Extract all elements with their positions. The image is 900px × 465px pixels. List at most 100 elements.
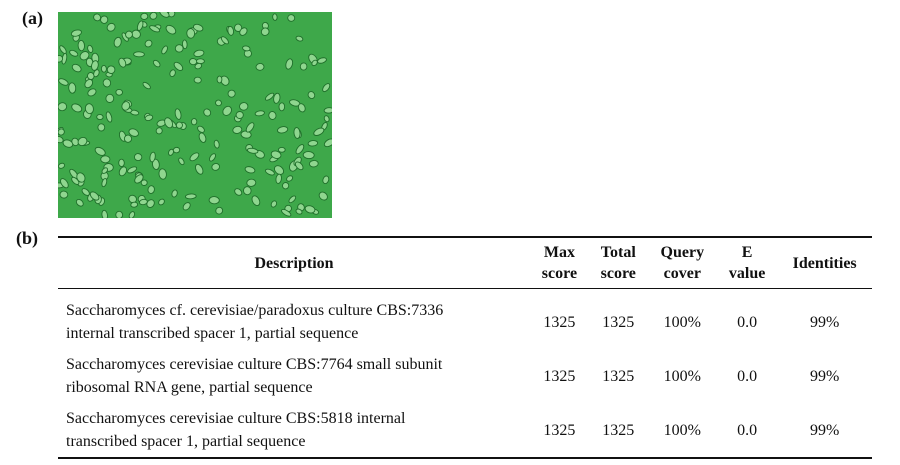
yeast-cell <box>144 39 153 48</box>
yeast-cell <box>140 179 148 186</box>
yeast-cell <box>106 22 116 32</box>
yeast-cell <box>165 24 177 35</box>
yeast-cell <box>168 148 174 156</box>
yeast-cell <box>304 205 316 214</box>
yeast-cell <box>100 64 107 73</box>
header-max-score: Max score <box>541 244 578 282</box>
yeast-cell <box>76 172 86 183</box>
yeast-cell <box>149 151 156 163</box>
yeast-cell <box>128 211 136 218</box>
yeast-cell <box>222 105 232 116</box>
yeast-cell <box>87 44 94 53</box>
yeast-cell <box>322 175 330 185</box>
yeast-cell <box>302 151 315 160</box>
yeast-cell <box>59 190 69 199</box>
yeast-cell <box>323 138 332 148</box>
yeast-cell <box>264 92 275 101</box>
yeast-cell <box>97 123 106 132</box>
yeast-cell <box>287 14 296 22</box>
yeast-cell <box>102 78 112 88</box>
yeast-cell <box>133 153 143 162</box>
yeast-cell <box>254 110 265 117</box>
yeast-cell <box>203 108 212 117</box>
header-description: Description <box>254 254 334 272</box>
yeast-cell <box>175 121 183 129</box>
yeast-cell <box>68 82 77 94</box>
yeast-cell <box>149 12 158 20</box>
blast-results-table: Description Max score Total score Query … <box>58 236 872 459</box>
yeast-cell <box>295 144 305 155</box>
yeast-cell <box>245 122 255 133</box>
yeast-cell <box>113 36 122 48</box>
yeast-cell <box>281 208 292 217</box>
yeast-cell <box>195 163 204 175</box>
table-row: Saccharomyces cerevisiae culture CBS:776… <box>58 349 872 403</box>
yeast-cell <box>58 78 69 86</box>
yeast-cell <box>239 27 248 36</box>
yeast-cell <box>213 139 220 149</box>
yeast-cell <box>323 115 330 123</box>
yeast-cell <box>297 103 306 113</box>
row-e-value: 0.0 <box>737 313 758 331</box>
yeast-cell <box>77 136 88 147</box>
yeast-cell <box>273 92 281 104</box>
yeast-cell <box>308 160 319 168</box>
yeast-cell <box>62 139 74 148</box>
yeast-cell <box>184 193 197 200</box>
yeast-cell <box>182 39 188 50</box>
yeast-cell <box>71 103 83 113</box>
yeast-cell <box>278 102 286 112</box>
yeast-cell <box>69 49 79 57</box>
yeast-cell <box>174 108 182 120</box>
yeast-cell <box>272 13 278 21</box>
yeast-cell <box>234 188 243 196</box>
yeast-cell <box>144 114 154 122</box>
row-description: Saccharomyces cerevisiae culture CBS:581… <box>66 410 406 450</box>
yeast-cell <box>286 175 294 182</box>
yeast-cell <box>128 194 137 204</box>
yeast-cell <box>101 209 108 218</box>
yeast-cell <box>235 111 244 119</box>
yeast-cell <box>106 65 116 74</box>
yeast-cell <box>81 188 90 196</box>
yeast-cell <box>123 134 133 143</box>
header-total-score: Total score <box>600 244 636 282</box>
yeast-cell <box>118 166 128 177</box>
yeast-cell <box>147 185 155 194</box>
yeast-cell <box>105 111 113 123</box>
yeast-cell <box>209 153 216 162</box>
yeast-cell <box>84 79 94 89</box>
yeast-cell <box>215 99 222 107</box>
yeast-cell <box>294 161 304 171</box>
micrograph-cells <box>58 12 332 218</box>
row-max-score: 1325 <box>543 367 576 385</box>
yeast-cell <box>277 126 289 134</box>
row-max-score: 1325 <box>543 421 576 439</box>
yeast-cell <box>227 89 236 98</box>
yeast-cell <box>260 27 270 36</box>
yeast-cell <box>152 158 160 171</box>
yeast-cell <box>299 62 308 71</box>
yeast-cell <box>194 62 203 70</box>
yeast-cell <box>142 81 151 90</box>
yeast-cell <box>158 168 167 180</box>
yeast-cell <box>164 117 174 129</box>
yeast-cell <box>246 178 257 187</box>
yeast-cell <box>193 23 204 32</box>
row-identities: 99% <box>809 367 840 385</box>
yeast-cell <box>322 83 331 93</box>
yeast-cell <box>193 76 202 84</box>
yeast-cell <box>140 12 149 20</box>
yeast-cell <box>127 166 138 174</box>
yeast-cell <box>70 29 82 37</box>
yeast-cell <box>275 173 282 184</box>
table-row: Saccharomyces cerevisiae culture CBS:581… <box>58 403 872 458</box>
yeast-cell <box>115 210 124 218</box>
yeast-cell <box>227 25 235 36</box>
yeast-cell <box>295 35 304 42</box>
yeast-cell <box>101 167 109 174</box>
yeast-cell <box>161 45 168 55</box>
panel-a-label: (a) <box>22 8 43 28</box>
yeast-cell <box>323 107 332 114</box>
yeast-cell <box>149 25 161 33</box>
